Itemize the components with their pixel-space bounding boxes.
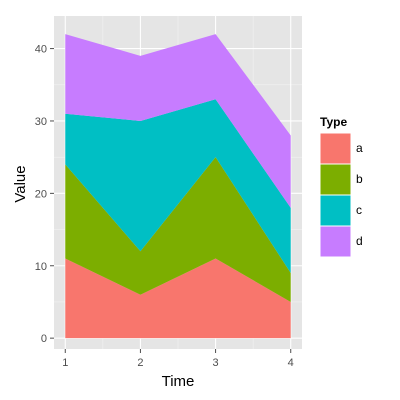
x-tick-label: 3 bbox=[213, 357, 219, 369]
area-b bbox=[65, 157, 291, 302]
x-tick-label: 2 bbox=[137, 357, 143, 369]
y-tick-label: 0 bbox=[41, 333, 47, 345]
y-tick-label: 20 bbox=[35, 188, 47, 200]
x-tick-label: 1 bbox=[62, 357, 68, 369]
legend-key-a bbox=[319, 132, 352, 165]
area-c bbox=[65, 99, 291, 273]
y-axis-title: Value bbox=[12, 165, 29, 202]
legend-title: Type bbox=[320, 115, 347, 129]
legend-label-d: d bbox=[356, 234, 363, 248]
legend-key-c bbox=[319, 194, 352, 227]
x-axis-ticks: 1 2 3 4 bbox=[62, 349, 294, 369]
y-tick-label: 30 bbox=[35, 116, 47, 128]
legend-key-d bbox=[319, 225, 352, 258]
legend-label-a: a bbox=[356, 141, 363, 155]
y-axis-ticks: 0 10 20 30 40 bbox=[35, 44, 54, 345]
area-d bbox=[65, 34, 291, 208]
stacked-areas bbox=[65, 34, 291, 339]
y-tick-label: 40 bbox=[35, 44, 47, 56]
y-tick-label: 10 bbox=[35, 261, 47, 273]
area-a bbox=[65, 258, 291, 339]
legend: Type a b c d bbox=[319, 115, 363, 258]
legend-label-c: c bbox=[356, 203, 362, 217]
x-tick-label: 4 bbox=[288, 357, 294, 369]
legend-key-b bbox=[319, 163, 352, 196]
legend-label-b: b bbox=[356, 172, 363, 186]
x-axis-title: Time bbox=[162, 373, 195, 390]
